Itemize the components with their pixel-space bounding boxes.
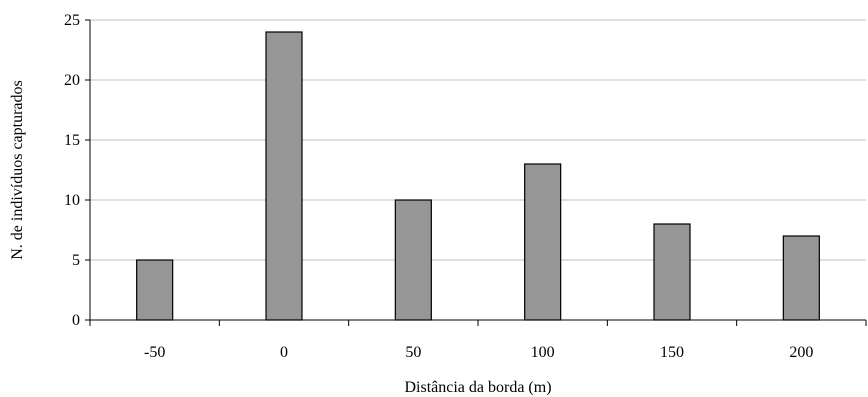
x-tick-label-4: 150 (660, 344, 684, 361)
bar-150 (653, 223, 691, 321)
y-tick-labels: 0 5 10 15 20 25 (64, 12, 80, 329)
bar--50 (136, 259, 174, 321)
y-axis-title: N. de indivíduos capturados (9, 80, 26, 260)
bar-0 (265, 31, 303, 321)
y-tick-label-4: 20 (64, 72, 80, 89)
y-tick-label-2: 10 (64, 192, 80, 209)
x-axis-title: Distância da borda (m) (404, 379, 551, 396)
y-tick-label-3: 15 (64, 132, 80, 149)
x-tick-labels: -50 0 50 100 150 200 (144, 344, 813, 361)
bar-100 (524, 163, 562, 321)
x-tick-label-3: 100 (531, 344, 555, 361)
y-tick-label-5: 25 (64, 12, 80, 29)
bar-200 (782, 235, 820, 321)
x-tick-label-2: 50 (405, 344, 421, 361)
bar-50 (394, 199, 432, 321)
axes (85, 19, 867, 326)
bars (136, 31, 820, 321)
x-tick-label-1: 0 (280, 344, 288, 361)
x-tick-label-5: 200 (789, 344, 813, 361)
y-tick-label-1: 5 (72, 252, 80, 269)
x-tick-label-0: -50 (144, 344, 165, 361)
gridlines (90, 19, 866, 261)
y-tick-label-0: 0 (72, 312, 80, 329)
